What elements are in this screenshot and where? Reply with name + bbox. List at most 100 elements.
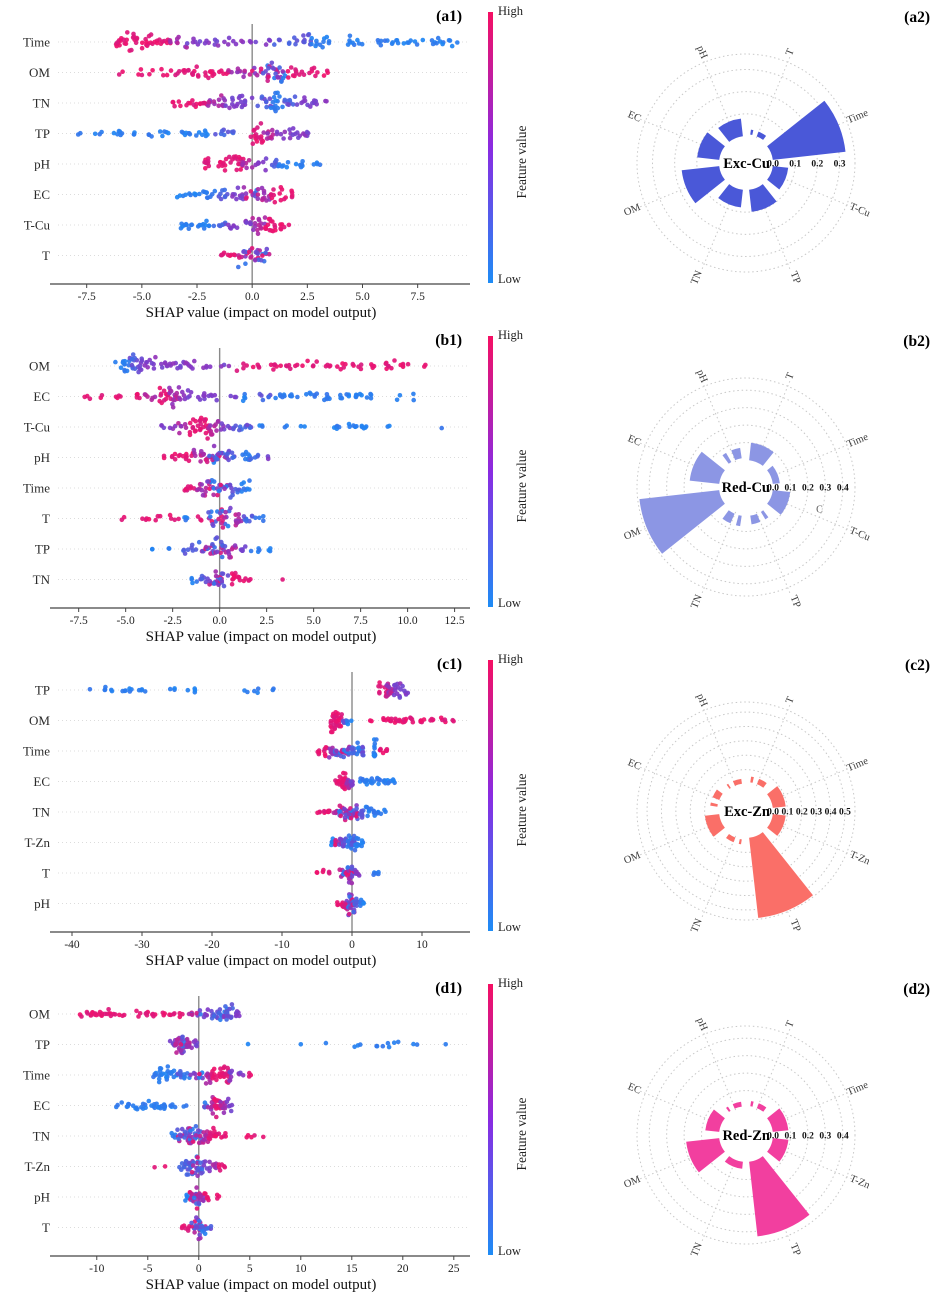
- figure-row-d: OM TP Time EC TN T-Zn pH T -10 -5 0 5 10 15 20 25 SHAP v…: [0, 972, 944, 1296]
- polar-rings: [636, 53, 856, 273]
- polar-spokes: [639, 1028, 853, 1242]
- polar-radial-ticks: 0.0 0.1 0.2 0.3 0.4: [767, 1132, 849, 1142]
- x-tick-label: 10: [295, 1263, 307, 1275]
- radial-tick-label: 0.4: [837, 1132, 849, 1142]
- radial-tick-label: 0.3: [810, 808, 822, 818]
- panel-label: (a2): [904, 9, 930, 26]
- panel-label: (b1): [435, 332, 462, 349]
- spoke-label: TP: [788, 594, 803, 610]
- x-tick-label: 0.0: [212, 615, 227, 627]
- x-axis: -7.5 -5.0 -2.5 0.0 2.5 5.0 7.5 10.0 12.5: [50, 607, 470, 627]
- spoke-label: Time: [846, 1080, 871, 1099]
- x-tick-label: 5.0: [355, 291, 370, 303]
- feature-value-colorbar: High Low Feature value: [472, 0, 572, 324]
- spoke-label: OM: [622, 1174, 642, 1191]
- colorbar-low-label: Low: [498, 920, 521, 934]
- feature-label: T-Zn: [24, 835, 50, 850]
- radial-tick-label: 0.5: [839, 808, 851, 818]
- spoke-label: T-Cu: [848, 525, 872, 544]
- figure-row-b: OM EC T-Cu pH Time T TP TN -7.5 -5.0 -2.5 0.0 2.5 5.0…: [0, 324, 944, 648]
- polar-radial-ticks: 0.0 0.1 0.2 0.3 0.4: [767, 484, 849, 494]
- feature-label: EC: [33, 187, 50, 202]
- beeswarm-dots: [77, 1002, 449, 1242]
- feature-label: OM: [29, 359, 50, 374]
- polar-center-label: Red-Zn: [722, 1128, 770, 1144]
- polar-bars: [704, 776, 813, 918]
- x-axis-title: SHAP value (impact on model output): [146, 305, 377, 321]
- feature-label: TN: [33, 805, 51, 820]
- spoke-label: TP: [788, 270, 803, 286]
- feature-value-colorbar: High Low Feature value: [472, 648, 572, 972]
- polar-bars: [681, 100, 846, 212]
- feature-label: TN: [33, 96, 51, 111]
- x-tick-label: -2.5: [164, 615, 182, 627]
- panel-label: (c2): [905, 657, 930, 674]
- polar-radial-ticks: 0.0 0.1 0.2 0.3: [767, 160, 846, 170]
- spoke-label: T: [784, 1019, 797, 1030]
- beeswarm-gridlines: [58, 689, 470, 904]
- colorbar-low-label: Low: [498, 1244, 521, 1258]
- spoke-label: OM: [622, 850, 642, 867]
- feature-label: EC: [33, 389, 50, 404]
- x-tick-label: 12.5: [445, 615, 465, 627]
- feature-label: OM: [29, 713, 50, 728]
- feature-label: TP: [35, 542, 50, 557]
- x-tick-label: -10: [89, 1263, 105, 1275]
- colorbar-title: Feature value: [514, 1097, 529, 1171]
- x-tick-label: -7.5: [70, 615, 88, 627]
- x-tick-label: 15: [346, 1263, 358, 1275]
- feature-label: TN: [33, 572, 51, 587]
- x-tick-label: -5.0: [117, 615, 135, 627]
- x-axis-title: SHAP value (impact on model output): [146, 629, 377, 645]
- spoke-label: Time: [846, 756, 871, 775]
- feature-label: TP: [35, 126, 50, 141]
- panel-label: (b2): [903, 333, 930, 350]
- feature-label: Time: [23, 744, 50, 759]
- x-tick-label: -2.5: [188, 291, 206, 303]
- x-tick-label: 0: [349, 939, 355, 951]
- x-tick-label: 2.5: [300, 291, 315, 303]
- panel-label: (a1): [436, 8, 462, 25]
- radial-tick-label: 0.2: [802, 1132, 814, 1142]
- colorbar-title: Feature value: [514, 773, 529, 847]
- feature-label: T-Cu: [24, 218, 51, 233]
- beeswarm-dots: [75, 30, 460, 270]
- radial-tick-label: 0.3: [819, 1132, 831, 1142]
- feature-label: pH: [34, 1190, 50, 1205]
- colorbar-high-label: High: [498, 4, 523, 18]
- radial-tick-label: 0.3: [819, 484, 831, 494]
- x-tick-label: -10: [274, 939, 290, 951]
- polar-center-label: Exc-Cu: [723, 156, 770, 172]
- spoke-label: T: [784, 371, 797, 382]
- feature-label: Time: [23, 35, 50, 50]
- spoke-label: EC: [626, 109, 643, 124]
- x-tick-label: -20: [204, 939, 220, 951]
- beeswarm-panel-b1: OM EC T-Cu pH Time T TP TN -7.5 -5.0 -2.5 0.0 2.5 5.0…: [23, 332, 470, 645]
- polar-radial-ticks: 0.0 0.1 0.2 0.3 0.4 0.5: [767, 808, 851, 818]
- colorbar-high-label: High: [498, 976, 523, 990]
- panel-label: (d2): [903, 981, 930, 998]
- x-axis-title: SHAP value (impact on model output): [146, 1277, 377, 1293]
- colorbar-high-label: High: [498, 652, 523, 666]
- spoke-label: EC: [626, 1081, 643, 1096]
- feature-label: T: [42, 1220, 50, 1235]
- feature-label: Time: [23, 481, 50, 496]
- feature-label: TP: [35, 683, 50, 698]
- radial-tick-label: 0.0: [767, 1132, 779, 1142]
- polar-center-label: Red-Cu: [722, 480, 770, 496]
- spoke-label: TN: [689, 1241, 705, 1259]
- spoke-label: T: [784, 695, 797, 706]
- radial-tick-label: 0.2: [796, 808, 808, 818]
- x-tick-label: 10: [416, 939, 428, 951]
- x-tick-label: -5.0: [133, 291, 151, 303]
- spoke-label: Time: [846, 432, 871, 451]
- colorbar-high-label: High: [498, 328, 523, 342]
- feature-label: OM: [29, 65, 50, 80]
- x-tick-label: 2.5: [259, 615, 274, 627]
- feature-label: TP: [35, 1037, 50, 1052]
- spoke-label: pH: [694, 44, 709, 60]
- x-tick-label: -7.5: [78, 291, 96, 303]
- feature-label: T: [42, 866, 50, 881]
